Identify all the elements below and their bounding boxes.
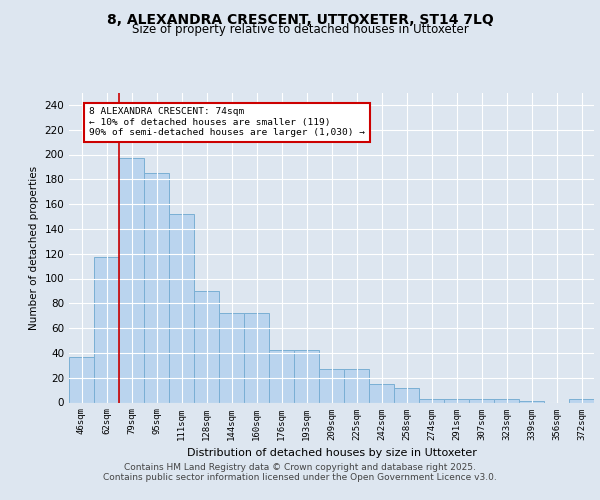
Bar [569,399,594,402]
Text: Size of property relative to detached houses in Uttoxeter: Size of property relative to detached ho… [131,24,469,36]
Bar [419,399,444,402]
Bar [394,388,419,402]
Y-axis label: Number of detached properties: Number of detached properties [29,166,39,330]
Bar [494,399,519,402]
Bar [294,350,319,403]
Bar [219,313,244,402]
Bar [119,158,144,402]
Bar [244,313,269,402]
Bar [344,369,369,402]
Bar [444,399,469,402]
Bar [94,258,119,402]
Text: 8 ALEXANDRA CRESCENT: 74sqm
← 10% of detached houses are smaller (119)
90% of se: 8 ALEXANDRA CRESCENT: 74sqm ← 10% of det… [89,108,365,137]
Bar [194,291,219,403]
Bar [69,356,94,403]
Bar [319,369,344,402]
Text: Contains public sector information licensed under the Open Government Licence v3: Contains public sector information licen… [103,474,497,482]
Text: 8, ALEXANDRA CRESCENT, UTTOXETER, ST14 7LQ: 8, ALEXANDRA CRESCENT, UTTOXETER, ST14 7… [107,12,493,26]
Bar [169,214,194,402]
Bar [369,384,394,402]
Bar [144,173,169,402]
Bar [269,350,294,403]
X-axis label: Distribution of detached houses by size in Uttoxeter: Distribution of detached houses by size … [187,448,476,458]
Text: Contains HM Land Registry data © Crown copyright and database right 2025.: Contains HM Land Registry data © Crown c… [124,462,476,471]
Bar [469,399,494,402]
